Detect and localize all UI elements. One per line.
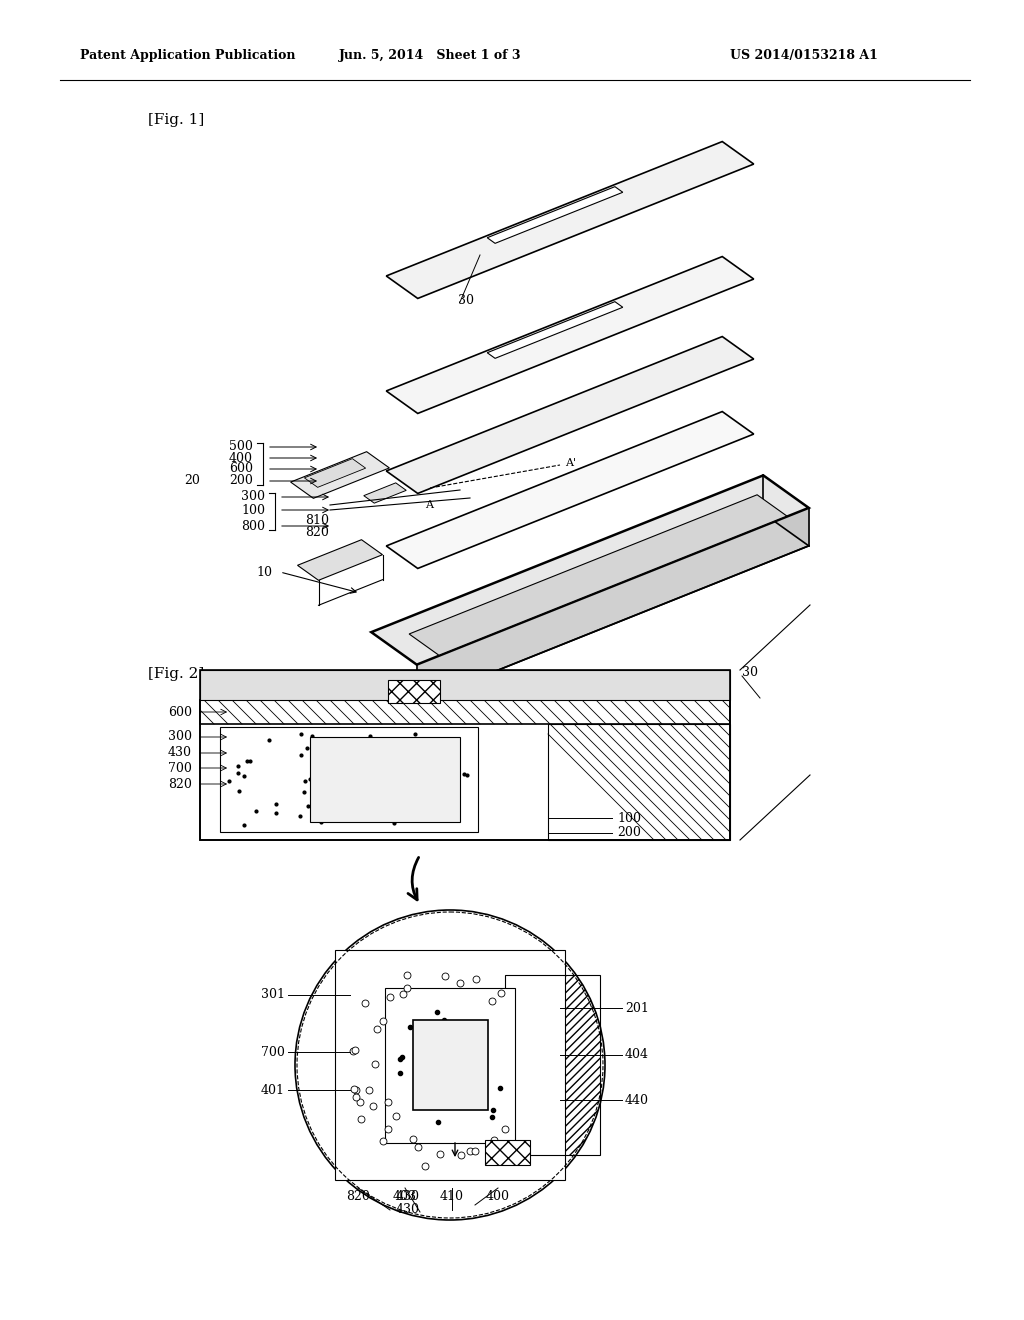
Polygon shape <box>487 302 623 358</box>
Text: 600: 600 <box>229 462 253 475</box>
Text: 10: 10 <box>256 565 272 578</box>
Text: 810: 810 <box>305 513 329 527</box>
Polygon shape <box>386 141 754 298</box>
Text: [Fig. 2]: [Fig. 2] <box>148 667 204 681</box>
Text: 700: 700 <box>261 1045 285 1059</box>
Text: 430: 430 <box>396 1191 420 1203</box>
Bar <box>548 723 730 840</box>
Polygon shape <box>298 540 383 581</box>
Text: 200: 200 <box>229 474 253 487</box>
Text: 410: 410 <box>440 1191 464 1203</box>
Bar <box>413 1020 487 1110</box>
Text: 820: 820 <box>305 527 329 540</box>
Polygon shape <box>386 256 754 413</box>
Text: 301: 301 <box>261 989 285 1002</box>
Text: US 2014/0153218 A1: US 2014/0153218 A1 <box>730 49 878 62</box>
Text: 300: 300 <box>168 730 193 743</box>
Text: 820: 820 <box>346 1191 370 1203</box>
Polygon shape <box>487 186 623 243</box>
Bar <box>200 700 730 840</box>
Bar <box>505 975 600 1155</box>
Text: A: A <box>425 500 433 510</box>
Polygon shape <box>417 508 809 702</box>
Bar <box>200 700 730 723</box>
Text: 440: 440 <box>625 1093 649 1106</box>
Text: 430: 430 <box>396 1203 420 1216</box>
Polygon shape <box>364 483 407 503</box>
Text: Patent Application Publication: Patent Application Publication <box>80 49 296 62</box>
Text: 600: 600 <box>168 705 193 718</box>
Bar <box>220 727 478 832</box>
Text: 700: 700 <box>168 762 193 775</box>
Polygon shape <box>291 451 389 499</box>
Text: 30: 30 <box>458 293 474 306</box>
Text: 30: 30 <box>742 665 758 678</box>
Polygon shape <box>410 495 786 655</box>
Bar <box>310 737 460 822</box>
Bar <box>335 950 565 1180</box>
Text: 200: 200 <box>617 826 641 840</box>
Bar <box>385 987 515 1143</box>
Text: 403: 403 <box>393 1191 417 1203</box>
Bar <box>485 1140 530 1166</box>
Polygon shape <box>386 337 754 494</box>
Text: 401: 401 <box>261 1084 285 1097</box>
Text: A': A' <box>565 458 577 469</box>
Text: 20: 20 <box>184 474 200 487</box>
Polygon shape <box>763 475 809 546</box>
Text: 820: 820 <box>168 777 193 791</box>
Text: 201: 201 <box>625 1002 649 1015</box>
Bar <box>200 671 730 700</box>
Circle shape <box>295 909 605 1220</box>
Text: 100: 100 <box>617 812 641 825</box>
Polygon shape <box>386 412 754 569</box>
Text: [Fig. 1]: [Fig. 1] <box>148 114 204 127</box>
Text: 100: 100 <box>241 503 265 516</box>
Text: 400: 400 <box>229 451 253 465</box>
Bar <box>200 671 730 840</box>
Text: 404: 404 <box>625 1048 649 1061</box>
Text: 500: 500 <box>229 441 253 454</box>
Text: 300: 300 <box>241 491 265 503</box>
Text: Jun. 5, 2014   Sheet 1 of 3: Jun. 5, 2014 Sheet 1 of 3 <box>339 49 521 62</box>
Bar <box>388 680 440 704</box>
Text: 430: 430 <box>168 747 193 759</box>
Text: 400: 400 <box>486 1191 510 1203</box>
Polygon shape <box>304 458 366 487</box>
Text: 800: 800 <box>241 520 265 532</box>
Polygon shape <box>372 475 809 665</box>
Bar <box>505 975 600 1155</box>
